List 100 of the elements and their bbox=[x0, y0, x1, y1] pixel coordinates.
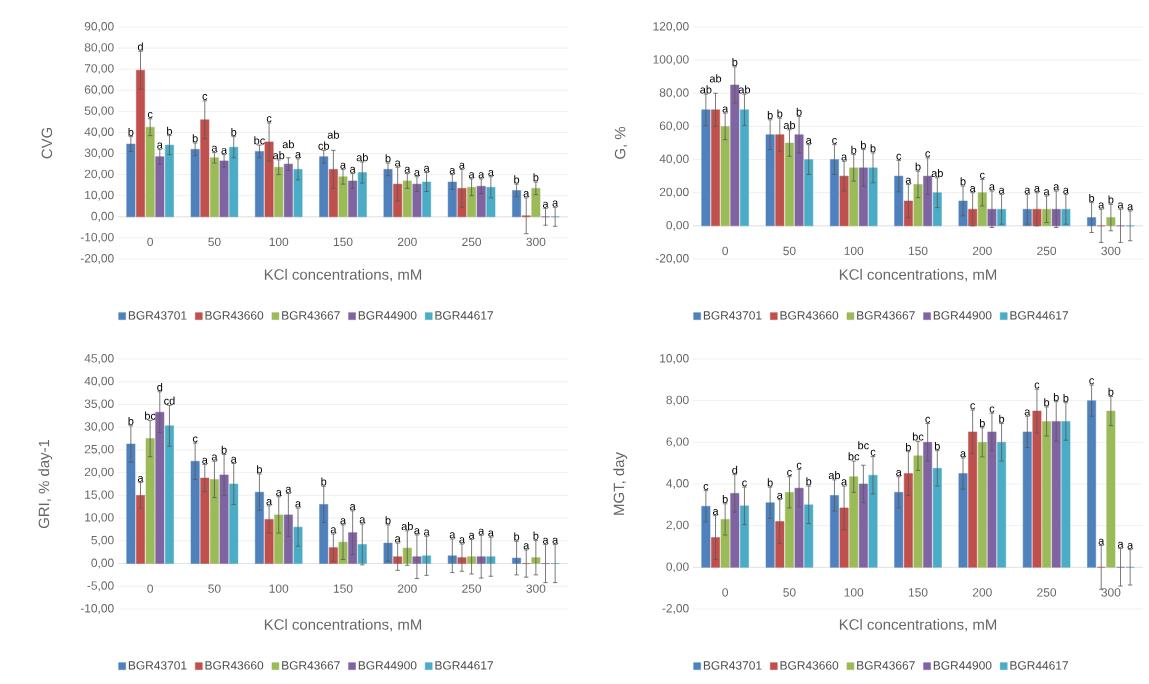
y-tick-label: -5,00 bbox=[87, 581, 114, 592]
bar bbox=[997, 442, 1007, 568]
legend-label: BGR43660 bbox=[205, 661, 264, 670]
y-tick-label: 0,00 bbox=[91, 211, 114, 222]
x-axis-title: KCl concentrations, mM bbox=[264, 618, 422, 632]
bar bbox=[165, 425, 174, 564]
y-tick-label: -10,00 bbox=[80, 604, 114, 614]
legend-label: BGR43667 bbox=[857, 661, 915, 670]
data-label: a bbox=[395, 536, 401, 543]
data-label: c bbox=[925, 151, 931, 158]
data-label: b bbox=[533, 531, 539, 540]
data-label: a bbox=[350, 166, 356, 173]
data-label: a bbox=[449, 532, 456, 539]
x-tick-label: 250 bbox=[462, 584, 482, 593]
y-tick-label: 0,00 bbox=[91, 558, 114, 569]
bar bbox=[486, 187, 496, 218]
data-label: ab bbox=[327, 130, 339, 139]
data-label: a bbox=[330, 527, 337, 534]
data-label: a bbox=[896, 470, 902, 476]
data-label: a bbox=[157, 142, 163, 149]
bar bbox=[968, 431, 978, 568]
bar bbox=[839, 175, 849, 227]
data-label: a bbox=[552, 537, 559, 544]
bar bbox=[794, 487, 804, 568]
bar bbox=[1042, 421, 1052, 568]
data-label: a bbox=[202, 457, 208, 464]
data-label: c bbox=[989, 406, 995, 413]
bar bbox=[229, 146, 239, 218]
bar bbox=[849, 167, 859, 227]
data-label: c bbox=[787, 470, 792, 476]
y-tick-label: -20,00 bbox=[80, 254, 114, 264]
legend-label: BGR43701 bbox=[128, 311, 187, 320]
y-tick-label: 4,00 bbox=[666, 479, 689, 489]
data-label: a bbox=[350, 504, 356, 511]
y-tick-label: 10,00 bbox=[660, 354, 689, 364]
legend-label: BGR43667 bbox=[282, 661, 340, 670]
data-label: a bbox=[424, 529, 430, 536]
data-label: a bbox=[841, 479, 848, 486]
data-label: a bbox=[404, 166, 411, 173]
bar bbox=[319, 504, 329, 564]
bar bbox=[849, 476, 859, 568]
bar bbox=[264, 141, 274, 218]
x-tick-label: 50 bbox=[783, 246, 796, 256]
bar bbox=[958, 473, 968, 568]
data-label: a bbox=[1034, 186, 1040, 192]
data-label: a bbox=[137, 475, 144, 482]
x-tick-label: 0 bbox=[147, 237, 154, 247]
data-label: a bbox=[1117, 541, 1124, 548]
y-tick-label: 40,00 bbox=[84, 127, 114, 138]
data-label: b bbox=[796, 107, 802, 116]
bar bbox=[126, 143, 136, 218]
data-label: b bbox=[128, 127, 134, 136]
x-tick-label: 250 bbox=[1037, 246, 1057, 256]
bar bbox=[977, 192, 987, 227]
bar bbox=[264, 519, 274, 564]
x-tick-label: 100 bbox=[269, 237, 289, 247]
data-label: a bbox=[960, 451, 967, 458]
y-tick-label: 0,00 bbox=[666, 220, 689, 231]
data-label: b bbox=[870, 144, 876, 153]
bar bbox=[210, 479, 219, 564]
bar bbox=[328, 169, 338, 218]
bar bbox=[531, 188, 541, 218]
x-tick-label: 50 bbox=[208, 237, 221, 247]
bar bbox=[1061, 421, 1071, 568]
y-tick-label: 10,00 bbox=[85, 190, 114, 201]
x-tick-label: 100 bbox=[844, 588, 864, 597]
bar bbox=[136, 495, 145, 564]
data-label: a bbox=[1098, 538, 1105, 545]
bar bbox=[200, 119, 210, 218]
data-label: a bbox=[211, 145, 218, 152]
data-label: ab bbox=[356, 153, 368, 162]
data-label: b bbox=[321, 477, 327, 486]
data-label: ab bbox=[931, 169, 943, 178]
bar bbox=[274, 514, 284, 564]
bar bbox=[868, 167, 878, 227]
legend-label: BGR44617 bbox=[1010, 661, 1068, 670]
y-tick-label: 70,00 bbox=[84, 64, 114, 75]
legend-label: BGR44617 bbox=[1010, 311, 1068, 320]
data-label: a bbox=[1063, 187, 1069, 194]
data-label: a bbox=[359, 517, 366, 524]
data-label: a bbox=[478, 172, 485, 179]
data-label: a bbox=[1024, 409, 1031, 416]
y-tick-label: 35,00 bbox=[84, 399, 114, 410]
bar bbox=[412, 183, 422, 218]
bar bbox=[932, 192, 942, 227]
data-label: a bbox=[231, 456, 237, 463]
y-tick-label: 60,00 bbox=[659, 121, 689, 132]
data-label: c bbox=[980, 172, 985, 179]
bar bbox=[785, 142, 794, 227]
y-tick-label: 30,00 bbox=[84, 148, 114, 159]
data-label: a bbox=[999, 187, 1005, 194]
x-tick-label: 200 bbox=[397, 584, 417, 593]
x-tick-label: 150 bbox=[908, 246, 928, 256]
data-label: a bbox=[1044, 189, 1050, 196]
bar bbox=[402, 180, 412, 218]
x-tick-label: 300 bbox=[1101, 588, 1121, 597]
data-label: ab bbox=[738, 85, 751, 94]
data-label: b bbox=[1044, 398, 1050, 407]
y-tick-label: 6,00 bbox=[666, 437, 689, 448]
legend-label: BGR43701 bbox=[128, 661, 187, 670]
